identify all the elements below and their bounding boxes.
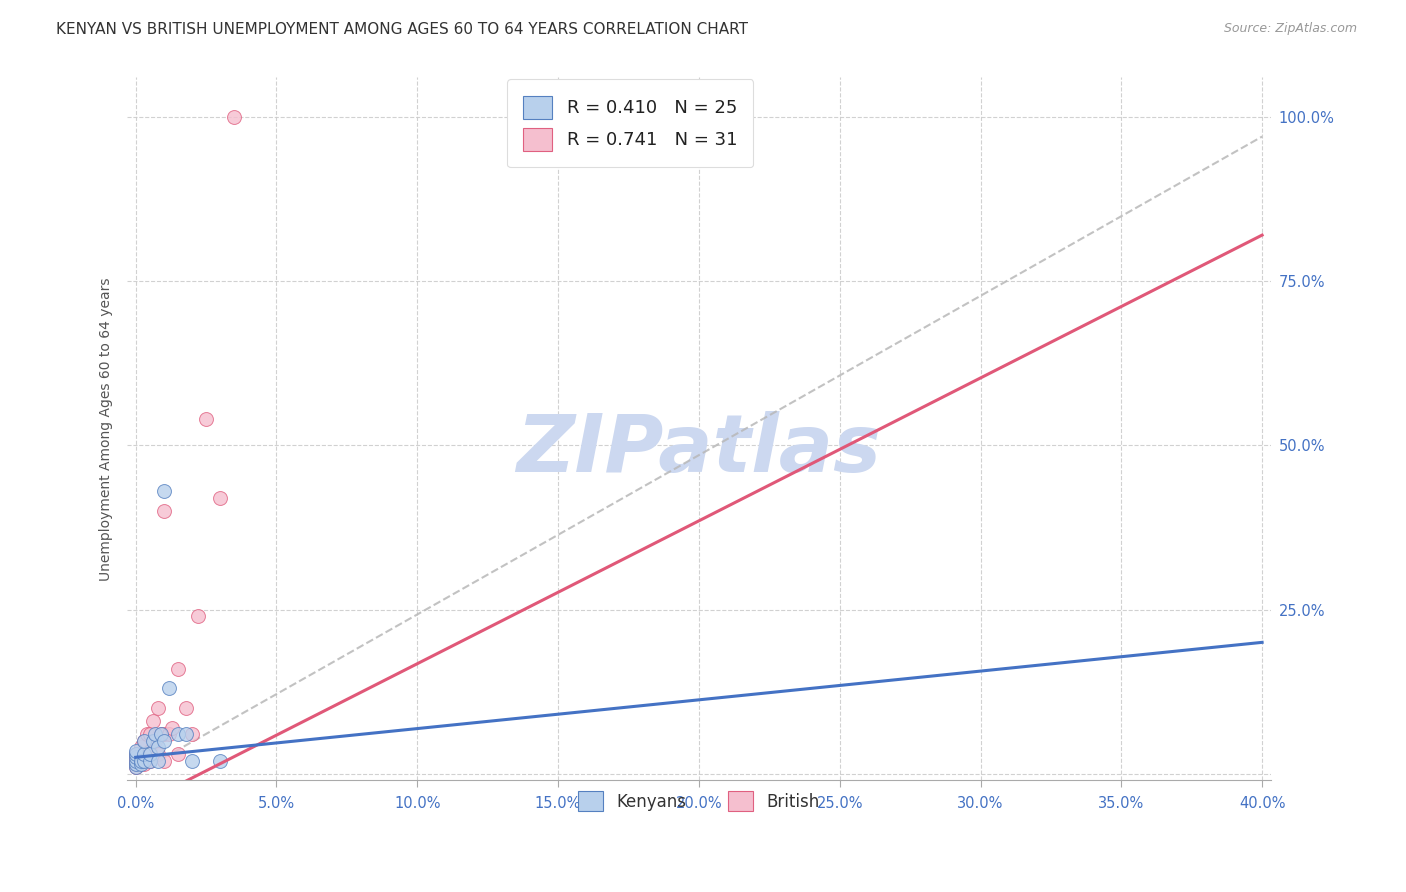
Point bbox=[125, 747, 148, 761]
Point bbox=[195, 412, 218, 426]
Point bbox=[139, 754, 162, 768]
Point bbox=[150, 727, 173, 741]
Point bbox=[176, 701, 198, 715]
Point bbox=[125, 756, 148, 771]
Point bbox=[153, 727, 176, 741]
Point bbox=[209, 491, 232, 505]
Point bbox=[148, 701, 170, 715]
Point bbox=[162, 721, 184, 735]
Point bbox=[131, 740, 153, 755]
Point bbox=[134, 734, 156, 748]
Point bbox=[148, 754, 170, 768]
Point bbox=[134, 747, 156, 761]
Point bbox=[153, 754, 176, 768]
Point bbox=[159, 727, 181, 741]
Point bbox=[125, 760, 148, 774]
Point bbox=[145, 734, 167, 748]
Point bbox=[125, 756, 148, 771]
Text: ZIPatlas: ZIPatlas bbox=[516, 411, 882, 489]
Point bbox=[134, 756, 156, 771]
Point bbox=[125, 754, 148, 768]
Point bbox=[134, 754, 156, 768]
Point bbox=[167, 747, 190, 761]
Point bbox=[148, 740, 170, 755]
Point bbox=[176, 727, 198, 741]
Point bbox=[181, 727, 204, 741]
Point bbox=[224, 110, 246, 124]
Point bbox=[148, 747, 170, 761]
Point bbox=[150, 727, 173, 741]
Point bbox=[139, 727, 162, 741]
Point bbox=[209, 754, 232, 768]
Point bbox=[125, 747, 148, 761]
Point bbox=[187, 609, 209, 624]
Legend: Kenyans, British: Kenyans, British bbox=[565, 778, 832, 825]
Y-axis label: Unemployment Among Ages 60 to 64 years: Unemployment Among Ages 60 to 64 years bbox=[100, 277, 114, 581]
Point bbox=[125, 750, 148, 764]
Point bbox=[153, 504, 176, 518]
Point bbox=[142, 734, 165, 748]
Point bbox=[136, 727, 159, 741]
Point bbox=[153, 484, 176, 499]
Point bbox=[125, 760, 148, 774]
Point bbox=[145, 727, 167, 741]
Point bbox=[139, 744, 162, 758]
Point bbox=[139, 754, 162, 768]
Point bbox=[125, 754, 148, 768]
Text: KENYAN VS BRITISH UNEMPLOYMENT AMONG AGES 60 TO 64 YEARS CORRELATION CHART: KENYAN VS BRITISH UNEMPLOYMENT AMONG AGE… bbox=[56, 22, 748, 37]
Text: Source: ZipAtlas.com: Source: ZipAtlas.com bbox=[1223, 22, 1357, 36]
Point bbox=[131, 754, 153, 768]
Point bbox=[142, 714, 165, 728]
Point bbox=[167, 727, 190, 741]
Point bbox=[131, 756, 153, 771]
Point bbox=[134, 734, 156, 748]
Point bbox=[153, 734, 176, 748]
Point bbox=[139, 747, 162, 761]
Point bbox=[159, 681, 181, 696]
Point bbox=[167, 662, 190, 676]
Point bbox=[125, 744, 148, 758]
Point bbox=[181, 754, 204, 768]
Point bbox=[125, 750, 148, 764]
Point bbox=[131, 754, 153, 768]
